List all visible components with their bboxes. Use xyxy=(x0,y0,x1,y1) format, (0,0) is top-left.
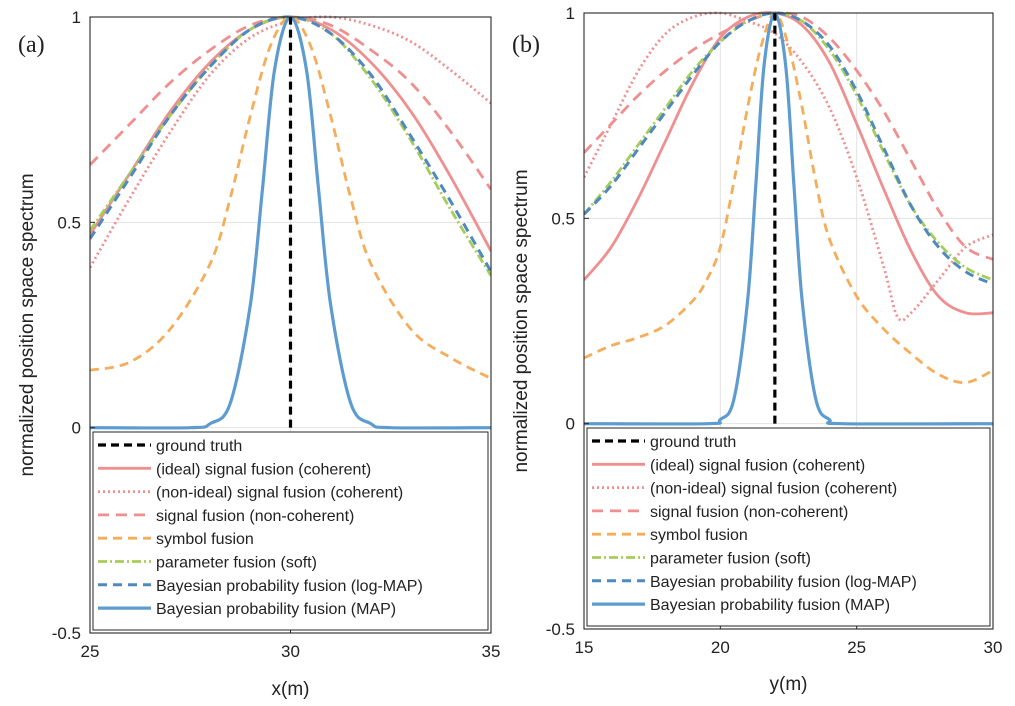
legend-label-map: Bayesian probability fusion (MAP) xyxy=(156,601,396,618)
legend-label-noncoh: signal fusion (non-coherent) xyxy=(156,508,354,525)
x-tick-label: 15 xyxy=(575,638,594,657)
x-axis-title: x(m) xyxy=(272,679,310,700)
legend-label-symbol: symbol fusion xyxy=(156,531,254,548)
y-axis-title: normalized position space spectrum xyxy=(17,173,38,476)
legend-label-truth: ground truth xyxy=(156,438,242,455)
x-axis-title: y(m) xyxy=(770,674,808,695)
chart-panel-b: 15 20 25 30 -0.5 0 0.5 1 y(m) normalized position… xyxy=(511,4,1002,695)
legend-label-noncoh: signal fusion (non-coherent) xyxy=(650,504,848,521)
legend-box xyxy=(92,431,489,631)
x-tick-label: 25 xyxy=(81,642,100,661)
y-tick-label: 1 xyxy=(72,8,81,27)
legend-label-param: parameter fusion (soft) xyxy=(650,551,811,568)
chart-panel-a: 25 30 35 -0.5 0 0.5 1 x(m) normalized position s… xyxy=(17,8,500,700)
panel-label: (a) xyxy=(18,32,45,58)
legend-label-logmap: Bayesian probability fusion (log-MAP) xyxy=(650,574,917,591)
panel-label: (b) xyxy=(512,32,540,58)
y-axis-title: normalized position space spectrum xyxy=(511,169,532,472)
x-tick-label: 30 xyxy=(984,638,1003,657)
series-line-symbol xyxy=(90,15,491,380)
series-line-param xyxy=(584,11,993,282)
legend-label-map: Bayesian probability fusion (MAP) xyxy=(650,597,890,614)
y-tick-label: -0.5 xyxy=(52,624,81,643)
legend: ground truth (ideal) signal fusion (coher… xyxy=(586,427,991,627)
legend-box xyxy=(586,427,991,627)
plot-frame xyxy=(583,12,994,630)
legend-label-ideal: (ideal) signal fusion (coherent) xyxy=(156,461,371,478)
x-tick-label: 30 xyxy=(281,642,300,661)
series-line-ideal xyxy=(584,11,993,316)
y-tick-label: 0.5 xyxy=(551,209,575,228)
x-tick-label: 20 xyxy=(711,638,730,657)
legend: ground truth (ideal) signal fusion (coher… xyxy=(92,431,489,631)
series-line-logmap xyxy=(584,11,993,286)
x-tick-label: 35 xyxy=(482,642,501,661)
series-line-nonideal xyxy=(90,15,491,269)
legend-label-symbol: symbol fusion xyxy=(650,527,748,544)
y-tick-label: 1 xyxy=(566,4,575,23)
legend-label-nonideal: (non-ideal) signal fusion (coherent) xyxy=(650,481,897,498)
y-tick-label: 0 xyxy=(72,419,81,438)
x-tick-label: 25 xyxy=(847,638,866,657)
legend-label-param: parameter fusion (soft) xyxy=(156,555,317,572)
y-tick-label: -0.5 xyxy=(546,620,575,639)
legend-label-nonideal: (non-ideal) signal fusion (coherent) xyxy=(156,485,403,502)
y-tick-label: 0.5 xyxy=(57,213,81,232)
legend-label-ideal: (ideal) signal fusion (coherent) xyxy=(650,457,865,474)
y-tick-label: 0 xyxy=(566,415,575,434)
legend-label-logmap: Bayesian probability fusion (log-MAP) xyxy=(156,578,423,595)
series-line-nonideal xyxy=(584,11,993,322)
legend-label-truth: ground truth xyxy=(650,434,736,451)
